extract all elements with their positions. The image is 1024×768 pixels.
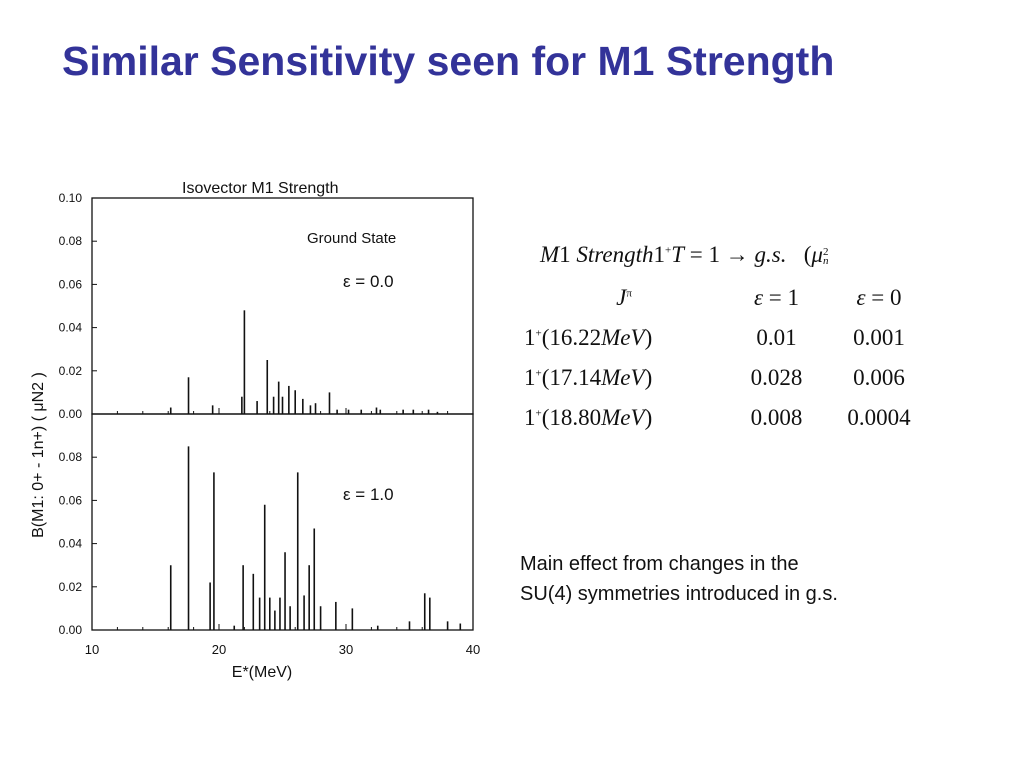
col-j-sym: J [616, 285, 627, 310]
y-tick-label: 0.08 [59, 450, 83, 464]
state-cell: 1+(17.14MeV) [524, 358, 724, 398]
m1-strength-chart: Isovector M1 Strength Ground State ε = 0… [30, 180, 480, 681]
state-sup: + [535, 327, 542, 340]
eps0-cell: 0.001 [853, 325, 905, 350]
header-m: M [540, 242, 560, 267]
x-axis-title: E*(MeV) [232, 664, 292, 681]
y-tick-label: 0.00 [59, 623, 83, 637]
header-unit-open: ( [803, 242, 812, 267]
header-strength: Strength [576, 242, 654, 267]
state-j: 1 [524, 325, 536, 350]
table-header-row: M1 Strength1+T = 1 → g.s. (μ 2 n [524, 235, 929, 278]
state-cell: 1+(18.80MeV) [524, 398, 724, 438]
m1-strength-table: M1 Strength1+T = 1 → g.s. (μ 2 n Jπ ε = … [524, 235, 929, 438]
note-line-2: SU(4) symmetries introduced in g.s. [520, 583, 838, 605]
plot-frame [91, 197, 474, 415]
x-tick-label: 10 [85, 642, 99, 657]
state-unit: MeV [601, 365, 645, 390]
chart-title: Isovector M1 Strength [182, 180, 339, 197]
x-tick-label: 20 [212, 642, 226, 657]
y-tick-label: 0.04 [59, 537, 83, 551]
table-header-cell: M1 Strength1+T = 1 → g.s. (μ 2 n [524, 235, 929, 278]
col-j-sup: π [626, 287, 632, 300]
y-tick-label: 0.06 [59, 493, 83, 507]
table-column-row: Jπ ε = 1 ε = 0 [524, 278, 929, 318]
table-row: 1+(16.22MeV) 0.01 0.001 [524, 318, 929, 358]
header-mu: μ [811, 242, 823, 267]
y-tick-label: 0.00 [59, 407, 83, 421]
header-jp: 1 [653, 242, 666, 267]
state-energy: (18.80 [541, 405, 602, 430]
y-tick-label: 0.02 [59, 364, 83, 378]
state-energy: (16.22 [541, 325, 602, 350]
header-gs: g.s. [754, 242, 787, 267]
state-unit: MeV [601, 405, 645, 430]
state-j: 1 [524, 405, 536, 430]
eps1-cell: 0.008 [750, 405, 803, 430]
col-eps1: ε = 1 [724, 278, 829, 318]
y-tick-label: 0.08 [59, 234, 83, 248]
state-close: ) [644, 405, 653, 430]
eps0-cell: 0.0004 [847, 405, 911, 430]
state-close: ) [644, 325, 653, 350]
header-eq: = 1 → [689, 242, 749, 267]
table-row: 1+(18.80MeV) 0.008 0.0004 [524, 398, 929, 438]
panel-epsilon-1: ε = 1.0 0.00 0.02 0.04 0.06 0.08 10 20 30 40 [59, 413, 480, 657]
eps1-cell: 0.01 [756, 325, 797, 350]
y-tick-label: 0.04 [59, 321, 83, 335]
epsilon-1-label: ε = 1.0 [343, 485, 394, 504]
x-tick-label: 30 [339, 642, 353, 657]
note-line-1: Main effect from changes in the [520, 553, 799, 575]
ground-state-label: Ground State [307, 230, 396, 247]
y-tick-label: 0.10 [59, 191, 83, 205]
col-eps0: ε = 0 [829, 278, 929, 318]
header-one: 1 [559, 242, 571, 267]
header-mu-sub: n [822, 254, 829, 267]
col-eps0-sym: ε [856, 285, 866, 310]
state-close: ) [644, 365, 653, 390]
epsilon-0-label: ε = 0.0 [343, 272, 394, 291]
state-cell: 1+(16.22MeV) [524, 318, 724, 358]
state-sup: + [535, 367, 542, 380]
header-mu-sup: 2 [822, 245, 829, 258]
eps1-cell: 0.028 [750, 365, 803, 390]
table-row: 1+(17.14MeV) 0.028 0.006 [524, 358, 929, 398]
header-jp-sup: + [665, 244, 672, 257]
col-eps1-sym: ε [753, 285, 764, 310]
m1-strength-figure: Isovector M1 Strength Ground State ε = 0… [10, 165, 500, 705]
state-energy: (17.14 [541, 365, 602, 390]
y-tick-label: 0.02 [59, 580, 83, 594]
state-j: 1 [524, 365, 536, 390]
header-t: T [671, 242, 685, 267]
state-unit: MeV [601, 325, 645, 350]
x-tick-label: 40 [466, 642, 480, 657]
col-eps0-val: = 0 [871, 285, 902, 310]
y-tick-label: 0.06 [59, 277, 83, 291]
col-j: Jπ [524, 278, 724, 318]
plot-frame [91, 413, 474, 631]
eps0-cell: 0.006 [853, 365, 905, 390]
note-text: Main effect from changes in the SU(4) sy… [520, 549, 960, 609]
y-axis-title: B(M1: 0+ - 1n+) ( μN2 ) [30, 372, 47, 538]
state-sup: + [535, 407, 542, 420]
col-eps1-val: = 1 [768, 285, 800, 310]
slide-title: Similar Sensitivity seen for M1 Strength [62, 38, 835, 84]
panel-epsilon-0: Isovector M1 Strength Ground State ε = 0… [59, 180, 474, 421]
